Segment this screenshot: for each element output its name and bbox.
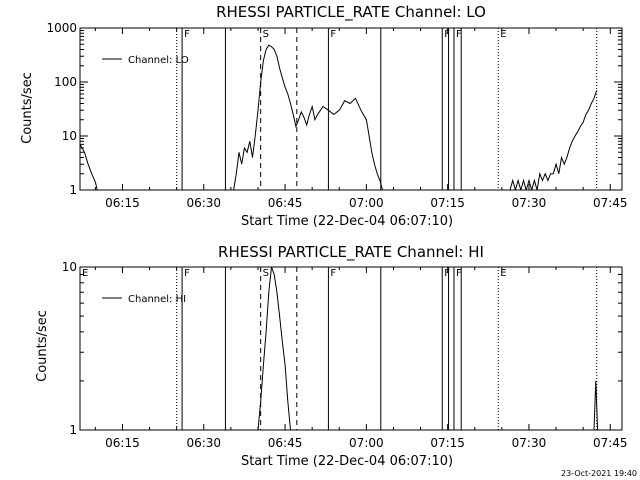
panel-lo-ylabel: Counts/sec [20,72,35,144]
panel-lo-title: RHESSI PARTICLE_RATE Channel: LO [216,3,486,22]
panel-hi-legend-label: Channel: HI [128,294,186,305]
panel-hi-x-tick-label: 07:00 [349,436,384,450]
panel-hi-x-tick-label: 06:30 [186,436,221,450]
panel-lo-y-tick-label: 1000 [46,21,77,35]
panel-hi-x-tick-label: 07:45 [593,436,628,450]
panel-lo-x-tick-label: 07:45 [593,196,628,210]
panel-hi-y-tick-label: 10 [62,260,77,274]
panel-lo-y-tick-label: 100 [54,75,77,89]
panel-lo-plot: 06:15 06:30 06:45 07:00 07:15 07:30 07:45 1 10 10… [46,21,627,210]
panel-hi-y-tick-label: 1 [69,423,77,437]
footer-timestamp: 23-Oct-2021 19:40 [561,469,637,478]
panel-lo-y-tick-label: 1 [69,183,77,197]
panel-lo-marker-label: E [500,29,506,40]
panel-lo: RHESSI PARTICLE_RATE Channel: LO Counts/… [20,3,628,229]
panel-hi-x-tick-label: 07:15 [430,436,465,450]
panel-hi-marker-label: F [456,268,462,279]
panel-hi-xlabel: Start Time (22-Dec-04 06:07:10) [241,454,453,469]
panel-hi-axes-frame [79,266,623,431]
panel-lo-marker-label: F [330,29,336,40]
panel-hi-marker-label: F [444,268,450,279]
panel-hi-x-tick-label: 06:45 [268,436,303,450]
panel-lo-axes-frame [79,27,623,191]
panel-lo-x-tick-label: 06:45 [268,196,303,210]
panel-lo-marker-label: F [444,29,450,40]
panel-hi-title: RHESSI PARTICLE_RATE Channel: HI [218,243,484,262]
panel-hi-marker-label: F [184,268,190,279]
panel-lo-x-tick-label: 07:30 [512,196,547,210]
panel-hi-x-tick-label: 07:30 [512,436,547,450]
panel-hi-x-tick-label: 06:15 [105,436,140,450]
panel-lo-series-line [80,44,598,190]
panel-lo-legend-label: Channel: LO [128,55,189,66]
panel-hi-legend: Channel: HI [102,294,186,305]
panel-hi: RHESSI PARTICLE_RATE Channel: HI Counts/… [35,243,628,469]
panel-hi-ylabel: Counts/sec [35,310,50,382]
panel-lo-x-tick-label: 06:15 [105,196,140,210]
panel-lo-marker-label: F [456,29,462,40]
panel-lo-marker-label: S [263,29,269,40]
panel-hi-plot: 06:15 06:30 06:45 07:00 07:15 07:30 07:45 1 10 E F… [62,260,628,450]
panel-lo-xlabel: Start Time (22-Dec-04 06:07:10) [241,214,453,229]
panel-hi-marker-label: E [500,268,506,279]
panel-lo-x-tick-label: 06:30 [186,196,221,210]
panel-hi-marker-label: F [330,268,336,279]
panel-lo-legend: Channel: LO [102,55,189,66]
panel-lo-marker-label: F [184,29,190,40]
panel-hi-marker-label: S [263,268,269,279]
panel-hi-series-line [257,267,599,430]
panel-lo-x-tick-label: 07:00 [349,196,384,210]
panel-hi-marker-label: E [82,268,88,279]
panel-lo-x-tick-label: 07:15 [430,196,465,210]
panel-lo-y-tick-label: 10 [62,129,77,143]
